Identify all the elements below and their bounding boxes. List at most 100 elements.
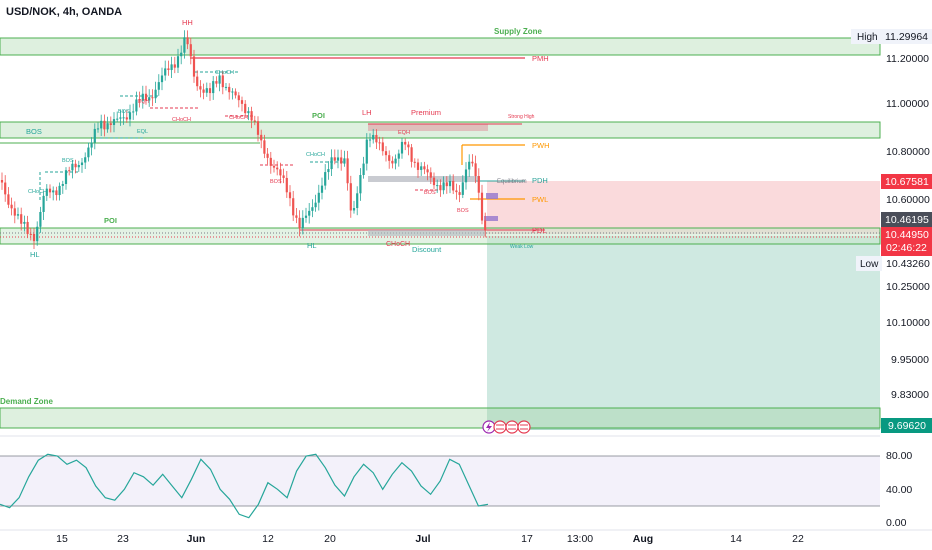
candle-body [135, 99, 138, 112]
candle-body [429, 172, 432, 178]
stop-value: 9.69620 [888, 420, 926, 432]
candle-body [359, 175, 362, 194]
price-axis[interactable]: 11.20000 11.00000 10.80000 10.60000 10.2… [886, 53, 930, 401]
pwl-label: PWL [532, 195, 548, 204]
candle-body [343, 158, 346, 164]
candle-body [352, 208, 356, 211]
lh-label: LH [362, 108, 372, 117]
candle-body [20, 214, 23, 224]
candle-body [84, 157, 87, 163]
candle-body [311, 207, 314, 211]
candle-body [276, 167, 279, 170]
candle-body [71, 163, 74, 171]
candle-body [228, 86, 231, 93]
candle-body [407, 144, 410, 148]
candle-body [106, 123, 109, 130]
candle-body [138, 99, 141, 101]
price-tick: 10.10000 [886, 317, 930, 329]
candle-body [471, 161, 474, 164]
bar-countdown: 02:46:22 [886, 242, 927, 254]
symbol-title[interactable]: USD/NOK, 4h, OANDA [6, 6, 123, 18]
candle-body [365, 139, 368, 164]
time-tick: 12 [262, 533, 274, 545]
candle-body [304, 215, 308, 218]
equilibrium-label: Equilibrium [497, 179, 527, 185]
candle-body [234, 91, 237, 96]
choch-label: CHoCH [215, 70, 234, 76]
candle-body [282, 175, 285, 178]
candle-body [288, 192, 292, 199]
supply-zone-box [0, 37, 881, 56]
candle-body [448, 180, 452, 187]
hl-left-label: HL [30, 250, 40, 259]
candle-body [439, 185, 442, 191]
candle-body [23, 221, 26, 224]
candle-body [423, 166, 426, 170]
candle-body [103, 120, 106, 130]
candle-body [237, 95, 240, 101]
pdl-label: PDL [532, 226, 547, 235]
discount-box [368, 230, 486, 236]
candle-body [125, 117, 128, 120]
candle-body [183, 37, 186, 53]
us-flag-icon[interactable] [517, 420, 531, 434]
candle-body [372, 134, 375, 140]
price-tick: 10.60000 [886, 194, 930, 206]
candle-body [13, 208, 16, 216]
candle-body [400, 141, 404, 154]
price-tick: 9.95000 [891, 354, 929, 366]
candle-body [436, 185, 439, 187]
candle-body [375, 134, 378, 143]
pmh-label: PMH [532, 54, 549, 63]
candle-body [317, 192, 320, 203]
osc-tick: 40.00 [886, 484, 912, 496]
economic-events[interactable] [482, 420, 531, 434]
us-flag-icon[interactable] [505, 420, 519, 434]
price-tick: 10.80000 [886, 146, 930, 158]
candle-body [391, 160, 394, 164]
time-tick: 17 [521, 533, 533, 545]
candle-body [346, 158, 349, 184]
osc-tick: 80.00 [886, 450, 912, 462]
candle-body [256, 121, 260, 135]
candle-body [77, 165, 80, 168]
us-flag-icon[interactable] [493, 420, 507, 434]
oscillator-axis[interactable]: 80.00 40.00 0.00 [886, 450, 912, 529]
bos-label: BOS [424, 190, 436, 196]
candle-body [477, 176, 480, 193]
time-tick: Jul [415, 533, 430, 545]
time-axis[interactable]: 15 23 Jun 12 20 Jul 17 13:00 Aug 14 22 [56, 533, 804, 545]
bos-label: BOS [62, 158, 74, 164]
candle-body [116, 118, 119, 120]
candle-body [74, 163, 77, 168]
time-tick: 22 [792, 533, 804, 545]
candle-body [464, 169, 468, 183]
candle-body [90, 142, 93, 148]
candle-body [205, 88, 208, 93]
last-price: 10.44950 [885, 229, 929, 241]
time-tick: 13:00 [567, 533, 593, 545]
candle-body [80, 162, 84, 166]
candle-body [189, 44, 192, 57]
demand-zone-label: Demand Zone [0, 397, 53, 406]
candle-body [58, 185, 61, 196]
candle-body [144, 93, 148, 101]
candle-body [4, 182, 7, 195]
low-label: Low [860, 259, 879, 270]
candle-body [295, 215, 298, 218]
candle-body [480, 192, 484, 221]
time-tick: 23 [117, 533, 129, 545]
candle-body [272, 165, 276, 168]
candle-body [368, 139, 372, 141]
candle-body [231, 91, 234, 93]
candle-body [160, 75, 164, 83]
choch-label: CHoCH [28, 189, 47, 195]
choch-label: CHoCH [306, 152, 325, 158]
time-tick: 20 [324, 533, 336, 545]
equilibrium-box [368, 176, 480, 182]
candle-body [16, 214, 20, 216]
time-tick: 14 [730, 533, 742, 545]
choch-label: CHoCH [386, 241, 410, 248]
candle-body [356, 193, 359, 209]
